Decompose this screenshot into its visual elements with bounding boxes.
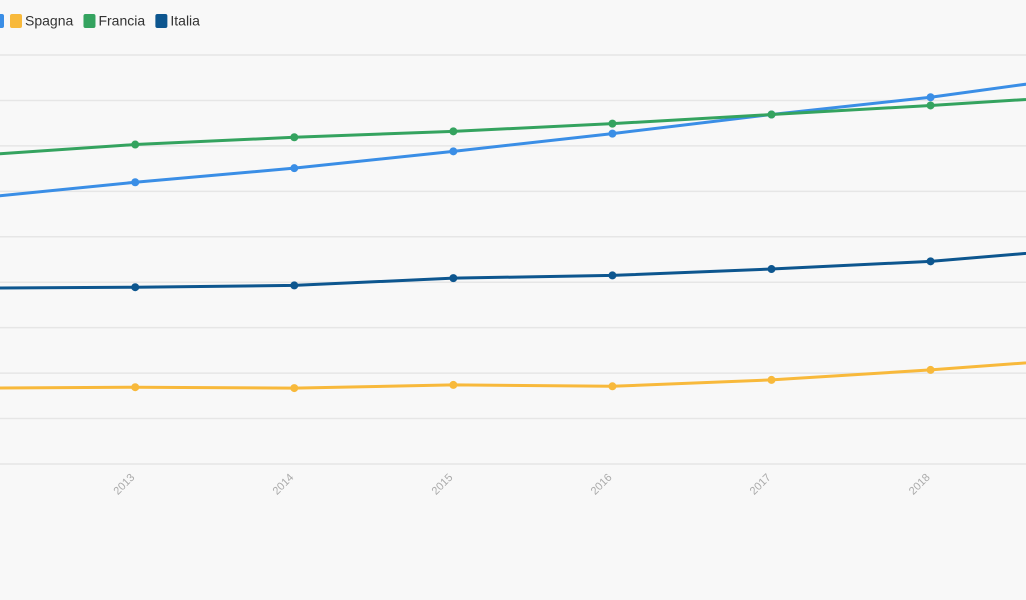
line [0, 97, 1026, 156]
point [131, 283, 140, 292]
legend-label: Francia [98, 13, 145, 29]
point [608, 119, 617, 128]
point [608, 129, 617, 138]
plot-area [0, 82, 1026, 393]
point [767, 110, 776, 119]
point [449, 380, 458, 389]
point [290, 384, 299, 393]
point [290, 281, 299, 290]
legend-swatch [0, 14, 4, 28]
legend: Spagna Francia Italia [0, 13, 200, 29]
point [131, 140, 140, 149]
line [0, 82, 1026, 198]
point [926, 257, 935, 266]
point [449, 147, 458, 156]
line [0, 361, 1026, 390]
point [290, 164, 299, 173]
point [449, 127, 458, 136]
legend-label: Italia [170, 13, 200, 29]
point [290, 133, 299, 142]
point [767, 375, 776, 384]
legend-label: Spagna [25, 13, 73, 29]
point [608, 271, 617, 280]
point [767, 265, 776, 274]
point [926, 101, 935, 110]
legend-swatch [10, 14, 22, 28]
point [926, 93, 935, 102]
grid [0, 54, 1026, 465]
point [449, 274, 458, 283]
point [131, 178, 140, 187]
point [926, 365, 935, 374]
legend-swatch [155, 14, 168, 28]
line [0, 251, 1026, 290]
point [131, 383, 140, 392]
legend-swatch [83, 14, 96, 28]
point [608, 382, 617, 391]
